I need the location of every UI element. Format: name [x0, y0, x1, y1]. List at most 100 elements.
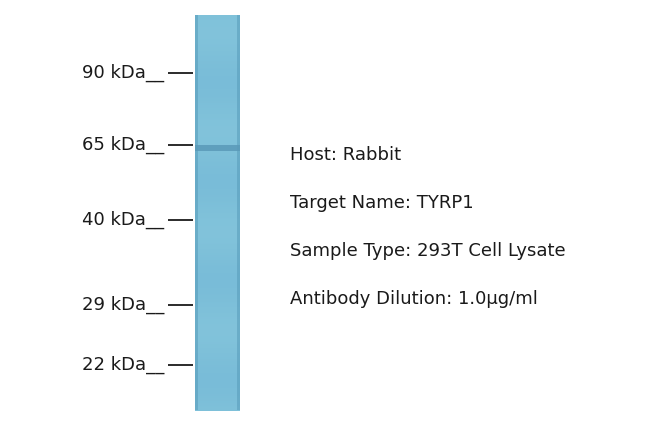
Bar — [195, 395, 240, 397]
Bar — [195, 378, 240, 380]
Bar — [195, 364, 240, 366]
Bar — [195, 233, 240, 236]
Bar — [195, 118, 240, 120]
Bar — [195, 177, 240, 179]
Bar — [195, 242, 240, 243]
Bar — [195, 347, 240, 349]
Bar — [195, 349, 240, 351]
Bar — [195, 309, 240, 310]
Bar — [195, 45, 240, 47]
Bar — [195, 275, 240, 276]
Bar — [195, 44, 240, 46]
Bar — [195, 285, 240, 287]
Bar — [195, 27, 240, 29]
Bar — [195, 170, 240, 172]
Bar — [195, 229, 240, 231]
Bar — [195, 107, 240, 109]
Bar — [195, 388, 240, 389]
Bar — [195, 186, 240, 188]
Bar — [195, 89, 240, 90]
Bar — [195, 22, 240, 23]
Bar — [195, 372, 240, 374]
Bar — [195, 352, 240, 354]
Bar — [195, 73, 240, 75]
Bar — [195, 116, 240, 118]
Bar — [195, 310, 240, 312]
Bar — [195, 23, 240, 25]
Bar — [195, 305, 240, 307]
Bar — [195, 397, 240, 399]
Bar — [195, 144, 240, 146]
Bar — [195, 238, 240, 239]
Bar — [195, 369, 240, 371]
Bar — [195, 127, 240, 129]
Bar — [195, 214, 240, 216]
Text: Sample Type: 293T Cell Lysate: Sample Type: 293T Cell Lysate — [290, 242, 566, 260]
Bar — [195, 71, 240, 74]
Bar — [195, 24, 240, 26]
Bar — [195, 202, 240, 204]
Bar — [195, 68, 240, 69]
Bar — [195, 136, 240, 138]
Bar — [195, 128, 240, 130]
Bar — [195, 348, 240, 350]
Bar — [195, 140, 240, 142]
Bar — [195, 319, 240, 321]
Bar — [195, 65, 240, 67]
Bar — [195, 90, 240, 92]
Bar — [195, 190, 240, 192]
Bar — [195, 19, 240, 21]
Text: 90 kDa__: 90 kDa__ — [82, 64, 164, 82]
Bar — [195, 377, 240, 379]
Bar — [195, 114, 240, 116]
Bar — [195, 373, 240, 375]
Bar — [195, 409, 240, 410]
Bar — [195, 111, 240, 113]
Bar — [195, 153, 240, 155]
Bar — [195, 386, 240, 388]
Bar — [195, 195, 240, 197]
Bar — [195, 260, 240, 262]
Bar — [195, 209, 240, 210]
Bar — [195, 211, 240, 213]
Bar — [195, 185, 240, 187]
Bar — [195, 289, 240, 291]
Bar — [195, 37, 240, 39]
Bar — [195, 398, 240, 400]
Bar — [195, 318, 240, 320]
Bar — [195, 198, 240, 200]
Bar — [195, 244, 240, 246]
Bar — [195, 129, 240, 131]
Bar — [195, 182, 240, 184]
Bar — [195, 382, 240, 384]
Bar — [195, 357, 240, 359]
Bar — [195, 394, 240, 396]
Bar — [195, 381, 240, 383]
Bar — [195, 323, 240, 325]
Text: 65 kDa__: 65 kDa__ — [82, 136, 164, 154]
Bar — [195, 331, 240, 333]
Bar — [195, 181, 240, 183]
Bar — [195, 169, 240, 171]
Bar — [195, 78, 240, 80]
Bar — [195, 353, 240, 355]
Bar — [195, 82, 240, 84]
Bar — [195, 135, 240, 137]
Bar — [195, 268, 240, 270]
Bar — [195, 207, 240, 209]
Bar — [195, 248, 240, 250]
Bar — [195, 295, 240, 297]
Bar — [195, 290, 240, 292]
Bar — [195, 243, 240, 245]
Bar — [195, 324, 240, 326]
Bar — [195, 49, 240, 51]
Bar — [195, 145, 240, 147]
Bar — [195, 205, 240, 207]
Bar — [195, 216, 240, 218]
Bar — [195, 278, 240, 280]
Bar — [237, 15, 240, 410]
Bar — [195, 74, 240, 76]
Bar — [195, 276, 240, 278]
Bar — [195, 239, 240, 241]
Bar — [195, 302, 240, 304]
